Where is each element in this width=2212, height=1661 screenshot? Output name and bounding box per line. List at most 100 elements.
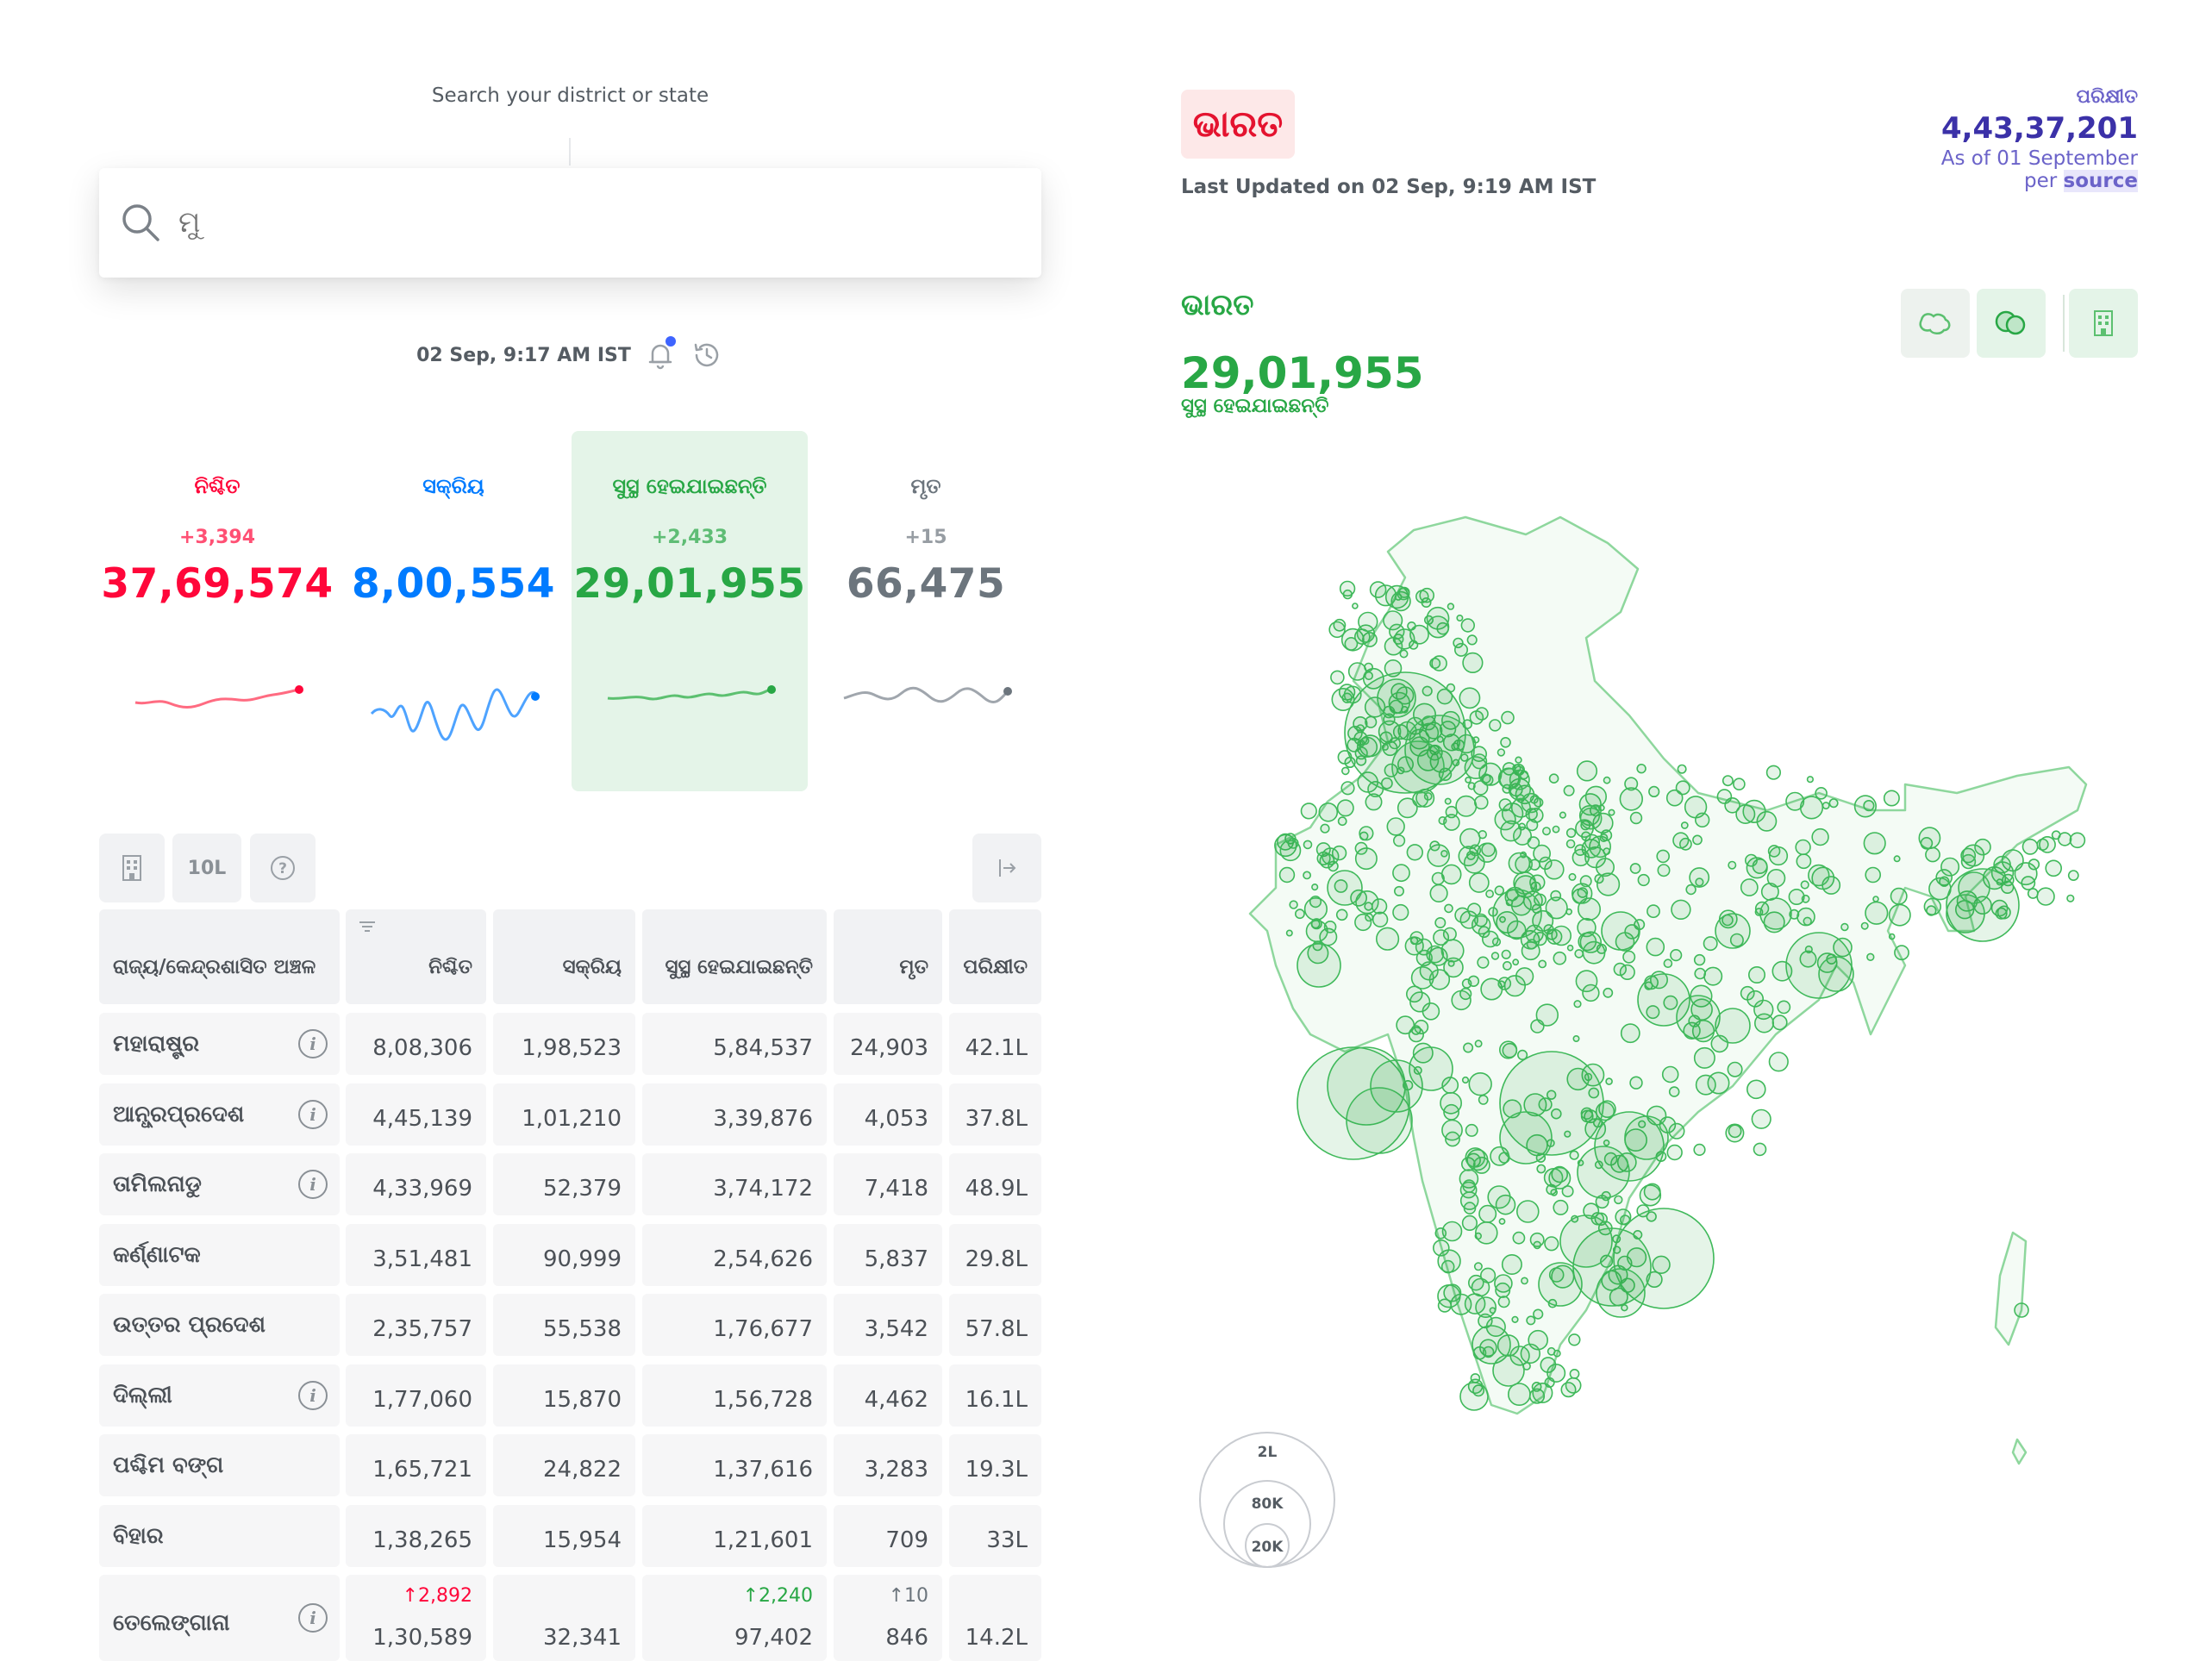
district-bubble bbox=[1489, 719, 1502, 732]
card-delta: +15 bbox=[904, 527, 947, 548]
info-icon[interactable]: i bbox=[298, 1603, 328, 1633]
header-deceased[interactable]: ମୃତ bbox=[834, 909, 942, 1004]
district-bubble bbox=[1568, 872, 1577, 881]
per-lakh-button[interactable]: 10L bbox=[172, 834, 241, 902]
district-bubble bbox=[1318, 802, 1339, 822]
card-confirmed[interactable]: ନିଶ୍ଚିତ +3,394 37,69,574 bbox=[99, 431, 335, 791]
district-bubble bbox=[1788, 888, 1805, 905]
district-bubble bbox=[1833, 937, 1853, 958]
state-cell[interactable]: ଦିଲ୍ଲୀ i bbox=[99, 1364, 340, 1427]
district-bubble bbox=[1888, 933, 1896, 940]
district-bubble bbox=[1818, 956, 1854, 992]
district-bubble bbox=[1463, 1042, 1474, 1053]
header-active[interactable]: ସକ୍ରିୟ bbox=[493, 909, 635, 1004]
table-row[interactable]: ବିହାର 1,38,265 15,954 1,21,601 709 33L bbox=[99, 1504, 1041, 1567]
state-name: ତାମିଲନାଡୁ bbox=[113, 1171, 202, 1197]
district-bubble bbox=[1693, 1046, 1715, 1069]
state-cell[interactable]: ମହାରାଷ୍ଟ୍ର i bbox=[99, 1013, 340, 1075]
table-row[interactable]: ତେଲେଙ୍ଗାନା i 1,30,589 ↑2,892 32,341 97,402 ↑2,… bbox=[99, 1575, 1041, 1661]
district-bubble bbox=[1347, 725, 1363, 741]
table-row[interactable]: ଉତ୍ତର ପ୍ରଦେଶ 2,35,757 55,538 1,76,677 3,542 5… bbox=[99, 1294, 1041, 1356]
bubble-map-button[interactable] bbox=[1977, 289, 2046, 358]
district-bubble bbox=[1478, 1204, 1497, 1223]
district-bubble bbox=[1426, 606, 1450, 630]
card-active[interactable]: ସକ୍ରିୟ 8,00,554 bbox=[335, 431, 572, 791]
deceased-cell: 4,053 bbox=[834, 1083, 942, 1146]
search-input[interactable] bbox=[177, 194, 996, 251]
choropleth-button[interactable] bbox=[1901, 289, 1970, 358]
state-cell[interactable]: ତାମିଲନାଡୁ i bbox=[99, 1153, 340, 1215]
district-bubble bbox=[1337, 816, 1347, 827]
header-state[interactable]: ରାଜ୍ୟ/କେନ୍ଦ୍ରଶାସିତ ଅଞ୍ଚଳ bbox=[99, 909, 340, 1004]
district-bubble bbox=[1536, 1164, 1547, 1174]
history-icon[interactable] bbox=[690, 338, 724, 372]
state-cell[interactable]: ଉତ୍ତର ପ୍ରଦେଶ bbox=[99, 1294, 340, 1356]
district-bubble bbox=[1365, 715, 1378, 728]
state-cell[interactable]: ଆନ୍ଧ୍ରପ୍ରଦେଶ i bbox=[99, 1083, 340, 1146]
header-tested[interactable]: ପରିକ୍ଷୀତ bbox=[949, 909, 1041, 1004]
district-bubble bbox=[1499, 1111, 1553, 1165]
legend-label-2l: 2L bbox=[1258, 1444, 1278, 1461]
info-icon[interactable]: i bbox=[298, 1170, 328, 1199]
district-bubble bbox=[1328, 621, 1346, 639]
district-bubble bbox=[1663, 995, 1678, 1010]
card-deceased[interactable]: ମୃତ +15 66,475 bbox=[808, 431, 1044, 791]
table-toolbar: 10L ? bbox=[99, 834, 1041, 902]
district-bubble bbox=[1406, 844, 1424, 861]
district-bubble bbox=[1355, 755, 1367, 766]
india-bubble-map[interactable] bbox=[1215, 483, 2164, 1474]
table-row[interactable]: ପଶ୍ଚିମ ବଙ୍ଗ 1,65,721 24,822 1,37,616 3,283 19… bbox=[99, 1434, 1041, 1496]
table-row[interactable]: ଦିଲ୍ଲୀ i 1,77,060 15,870 1,56,728 4,462 16.1L bbox=[99, 1364, 1041, 1427]
district-map-button[interactable] bbox=[2069, 289, 2138, 358]
district-bubble bbox=[1502, 961, 1512, 971]
district-bubble bbox=[1893, 855, 1901, 863]
tested-value: 42.1L bbox=[965, 1035, 1028, 1061]
deceased-cell: 4,462 bbox=[834, 1364, 942, 1427]
card-title: ନିଶ୍ଚିତ bbox=[194, 474, 241, 498]
district-bubble bbox=[1940, 857, 1960, 877]
district-bubble bbox=[1515, 1200, 1540, 1223]
active-value: 32,341 bbox=[543, 1625, 622, 1651]
district-bubble bbox=[1624, 1115, 1669, 1160]
district-toggle-button[interactable] bbox=[99, 834, 165, 902]
header-confirmed[interactable]: ନିଶ୍ଚିତ bbox=[346, 909, 486, 1004]
state-cell[interactable]: ତେଲେଙ୍ଗାନା i bbox=[99, 1575, 340, 1661]
district-bubble bbox=[2021, 838, 2039, 855]
tested-label: ପରିକ୍ଷୀତ bbox=[2076, 86, 2138, 108]
notification-bell-icon[interactable] bbox=[643, 336, 678, 372]
state-cell[interactable]: କର୍ଣ୍ଣାଟକ bbox=[99, 1223, 340, 1286]
search-box[interactable] bbox=[99, 168, 1041, 278]
district-bubble bbox=[1548, 773, 1559, 784]
header-recovered[interactable]: ସୁସ୍ଥ ହେଇଯାଇଛନ୍ତି bbox=[642, 909, 827, 1004]
tested-cell: 14.2L bbox=[949, 1575, 1041, 1661]
district-bubble bbox=[1538, 1262, 1583, 1307]
expand-table-button[interactable] bbox=[972, 834, 1041, 902]
district-bubble bbox=[1443, 814, 1460, 831]
info-icon[interactable]: i bbox=[298, 1380, 328, 1410]
district-bubble bbox=[1638, 1120, 1647, 1128]
active-cell: 90,999 bbox=[493, 1223, 635, 1286]
help-button[interactable]: ? bbox=[250, 834, 316, 902]
district-bubble bbox=[1434, 916, 1447, 928]
confirmed-value: 4,33,969 bbox=[372, 1176, 472, 1202]
district-bubble bbox=[1582, 983, 1600, 1002]
district-bubble bbox=[1320, 823, 1330, 834]
state-cell[interactable]: ପଶ୍ଚିମ ବଙ୍ଗ bbox=[99, 1434, 340, 1496]
active-value: 1,01,210 bbox=[522, 1105, 622, 1132]
state-cell[interactable]: ବିହାର bbox=[99, 1504, 340, 1567]
district-bubble bbox=[1990, 899, 2009, 917]
district-bubble bbox=[1753, 1013, 1774, 1033]
source-link[interactable]: source bbox=[2063, 170, 2138, 192]
table-row[interactable]: ତାମିଲନାଡୁ i 4,33,969 52,379 3,74,172 7,418 48.… bbox=[99, 1153, 1041, 1215]
district-bubble bbox=[1733, 777, 1746, 791]
district-bubble bbox=[1478, 1095, 1489, 1105]
info-icon[interactable]: i bbox=[298, 1099, 328, 1129]
district-bubble bbox=[1499, 915, 1506, 923]
district-bubble bbox=[1680, 821, 1689, 829]
district-bubble bbox=[1574, 844, 1586, 857]
table-row[interactable]: କର୍ଣ୍ଣାଟକ 3,51,481 90,999 2,54,626 5,837 29.8… bbox=[99, 1223, 1041, 1286]
table-row[interactable]: ଆନ୍ଧ୍ରପ୍ରଦେଶ i 4,45,139 1,01,210 3,39,876 4,0… bbox=[99, 1083, 1041, 1146]
info-icon[interactable]: i bbox=[298, 1029, 328, 1058]
card-recovered[interactable]: ସୁସ୍ଥ ହେଇଯାଇଛନ୍ତି +2,433 29,01,955 bbox=[572, 431, 808, 791]
table-row[interactable]: ମହାରାଷ୍ଟ୍ର i 8,08,306 1,98,523 5,84,537 24,90… bbox=[99, 1013, 1041, 1075]
